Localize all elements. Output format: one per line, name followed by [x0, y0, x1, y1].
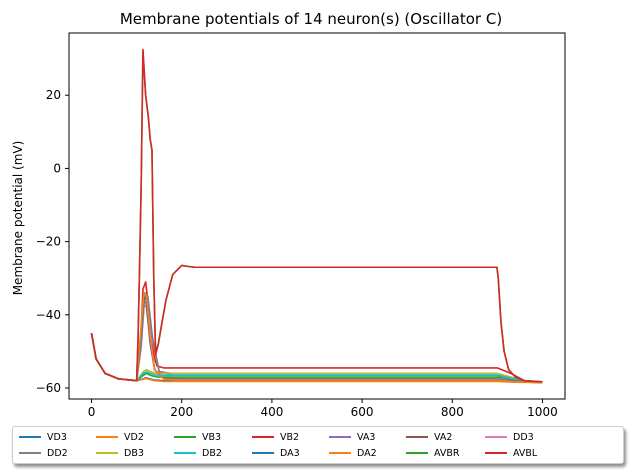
legend-swatch — [174, 452, 196, 454]
legend-label: DD3 — [513, 431, 534, 443]
axes-frame — [68, 32, 566, 400]
legend-swatch — [329, 452, 351, 454]
legend-swatch — [19, 436, 41, 438]
legend-item: VA2 — [406, 429, 452, 445]
legend-swatch — [329, 436, 351, 438]
legend-item: DB2 — [174, 445, 222, 461]
legend-item: VA3 — [329, 429, 375, 445]
legend-item: VD2 — [96, 429, 144, 445]
y-tick-label: −40 — [36, 308, 61, 322]
series-line-avbl — [90, 48, 543, 383]
legend-label: VD3 — [47, 431, 67, 443]
legend-item: VB3 — [174, 429, 221, 445]
y-axis-label: Membrane potential (mV) — [11, 141, 25, 296]
legend-item: DD2 — [19, 445, 68, 461]
legend-swatch — [96, 436, 118, 438]
legend-item: DB3 — [96, 445, 144, 461]
x-tick-label: 200 — [170, 405, 193, 419]
legend-item: VD3 — [19, 429, 67, 445]
legend-item: DA2 — [329, 445, 377, 461]
legend: VD3 VD2 VB3 VB2 VA3 VA2 DD3 DD2 DB3 DB2 DA3 DA2 AVBR… — [12, 426, 624, 464]
legend-label: VD2 — [124, 431, 144, 443]
series-line-avbr — [90, 50, 543, 383]
legend-label: VB2 — [280, 431, 300, 443]
y-tick-label: 0 — [53, 161, 61, 175]
legend-label: AVBL — [513, 447, 538, 459]
legend-swatch — [406, 436, 428, 438]
legend-swatch — [485, 452, 507, 454]
x-tick-label: 600 — [351, 405, 374, 419]
legend-label: DA3 — [280, 447, 300, 459]
y-axis: −60 −40 −20 0 20 — [36, 88, 69, 395]
legend-swatch — [252, 452, 274, 454]
legend-item: DA3 — [252, 445, 300, 461]
x-tick-label: 800 — [441, 405, 464, 419]
legend-label: DB2 — [202, 447, 222, 459]
chart-title: Membrane potentials of 14 neuron(s) (Osc… — [120, 10, 502, 28]
legend-label: DA2 — [357, 447, 377, 459]
legend-item: VB2 — [252, 429, 299, 445]
legend-label: AVBR — [434, 447, 460, 459]
x-tick-label: 0 — [88, 405, 96, 419]
legend-swatch — [252, 436, 274, 438]
plot-area — [90, 48, 543, 384]
x-tick-label: 400 — [260, 405, 283, 419]
y-tick-label: −20 — [36, 235, 61, 249]
legend-swatch — [174, 436, 196, 438]
legend-swatch — [406, 452, 428, 454]
legend-swatch — [96, 452, 118, 454]
legend-swatch — [19, 452, 41, 454]
legend-swatch — [485, 436, 507, 438]
legend-item: AVBR — [406, 445, 460, 461]
x-tick-label: 1000 — [527, 405, 558, 419]
legend-item: DD3 — [485, 429, 534, 445]
legend-label: VB3 — [202, 431, 222, 443]
legend-label: DD2 — [47, 447, 68, 459]
y-tick-label: −60 — [36, 381, 61, 395]
legend-label: DB3 — [124, 447, 144, 459]
legend-label: VA2 — [434, 431, 453, 443]
x-axis: 0 200 400 600 800 1000 — [88, 399, 558, 419]
legend-item: AVBL — [485, 445, 537, 461]
legend-label: VA3 — [357, 431, 376, 443]
y-tick-label: 20 — [46, 88, 61, 102]
